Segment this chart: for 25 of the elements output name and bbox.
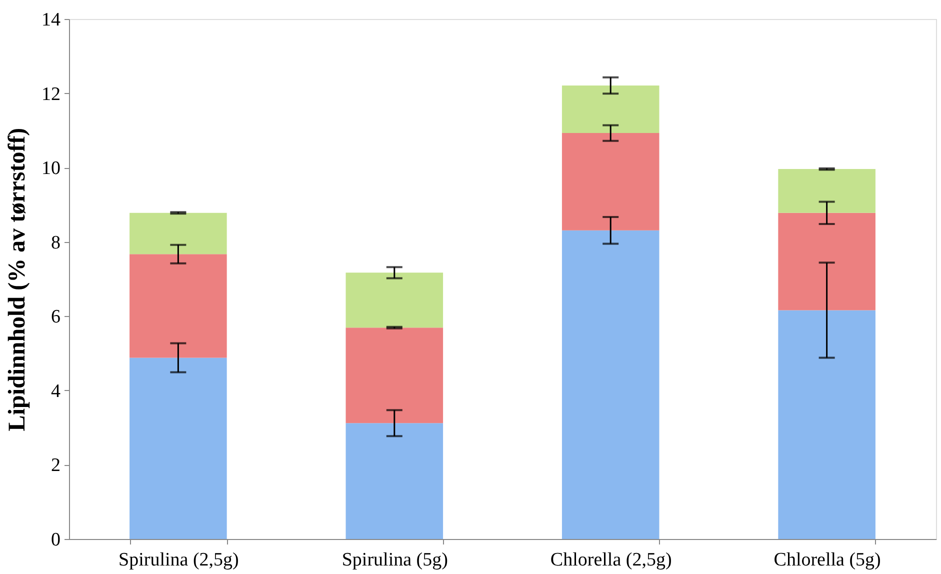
x-tick-label: Spirulina (5g) xyxy=(342,550,448,570)
bar xyxy=(778,169,876,213)
bar xyxy=(562,230,660,539)
bar xyxy=(346,272,444,328)
y-tick-label: 0 xyxy=(51,530,60,550)
bar xyxy=(346,423,444,539)
y-tick-label: 12 xyxy=(42,84,60,105)
y-tick-label: 8 xyxy=(51,232,60,254)
bar xyxy=(562,133,660,230)
bar xyxy=(346,328,444,424)
x-tick-label: Chlorella (2,5g) xyxy=(550,550,672,570)
y-tick-label: 10 xyxy=(42,158,60,180)
bar xyxy=(130,212,227,254)
bar xyxy=(778,310,876,539)
y-axis-title: Lipidinnhold (% av tørrstoff) xyxy=(4,128,30,432)
y-tick-label: 2 xyxy=(51,455,60,476)
x-tick-label: Spirulina (2,5g) xyxy=(118,550,239,570)
y-tick-label: 14 xyxy=(42,10,61,30)
y-tick-label: 4 xyxy=(51,380,61,402)
bar xyxy=(130,254,227,358)
y-tick-label: 6 xyxy=(51,306,60,328)
x-tick-label: Chlorella (5g) xyxy=(774,550,881,570)
bar xyxy=(562,85,660,134)
bar xyxy=(778,212,876,310)
bar xyxy=(130,358,227,539)
